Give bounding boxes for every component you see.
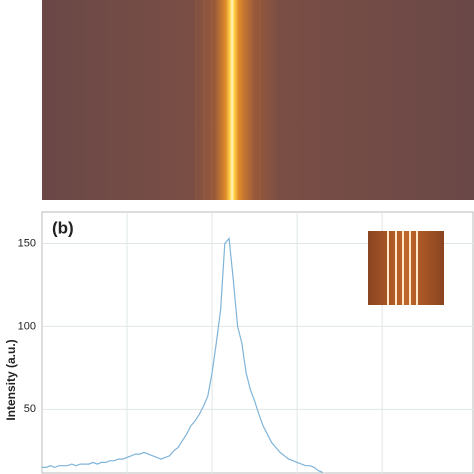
y-axis-label: Intensity (a.u.) (4, 339, 18, 420)
plot-frame (41, 211, 474, 474)
panel-label: (b) (52, 218, 74, 237)
inset-photo (368, 231, 444, 305)
diffraction-photo (42, 0, 474, 200)
y-tick-label: 150 (18, 237, 36, 249)
y-tick-label: 100 (18, 320, 36, 332)
fringes (195, 0, 261, 200)
y-tick-label: 50 (24, 403, 36, 415)
data-line (42, 237, 323, 473)
